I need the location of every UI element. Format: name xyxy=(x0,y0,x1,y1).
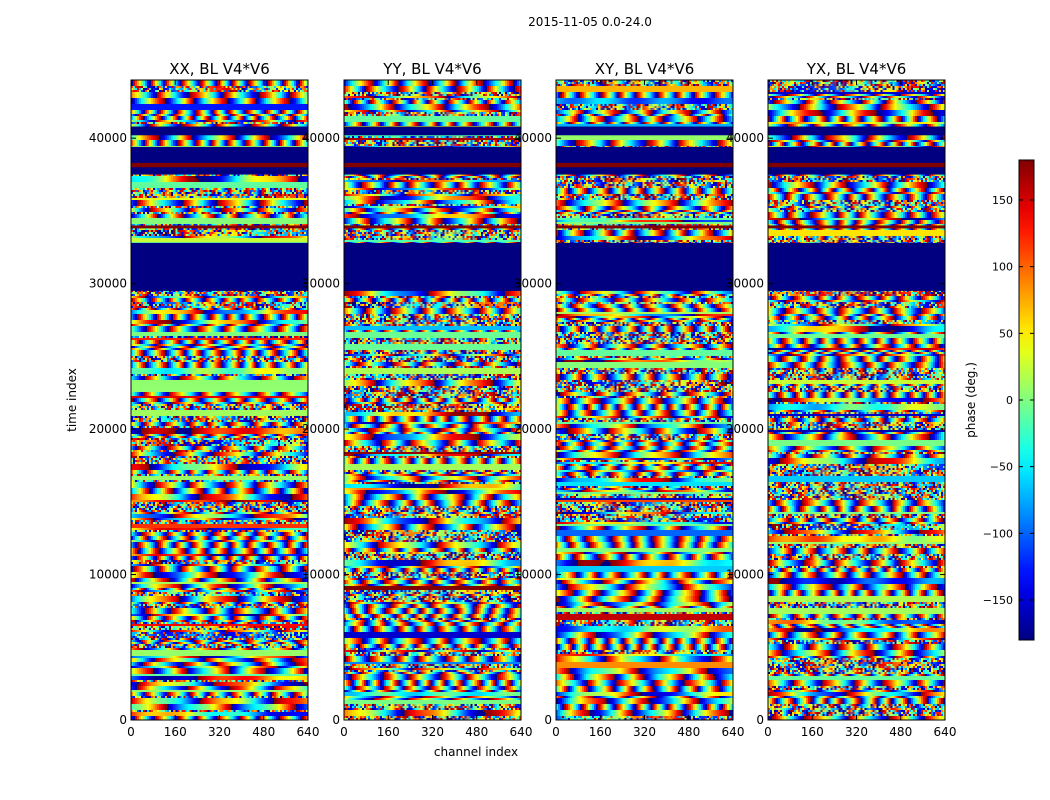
panel-title: YX, BL V4*V6 xyxy=(806,60,907,78)
colorbar-tick-label: 50 xyxy=(999,327,1013,340)
x-tick-label: 160 xyxy=(164,725,187,739)
x-tick-label: 480 xyxy=(252,725,275,739)
x-tick-label: 160 xyxy=(589,725,612,739)
colorbar-tick-label: −50 xyxy=(990,461,1013,474)
colorbar-tick-label: 150 xyxy=(992,194,1013,207)
constant-band xyxy=(131,146,308,175)
constant-band xyxy=(556,146,733,175)
constant-band xyxy=(556,225,733,229)
heatmap-image xyxy=(344,80,521,720)
x-tick-label: 0 xyxy=(552,725,560,739)
constant-band xyxy=(131,242,308,291)
panel-1: XX, BL V4*V6 0 160 320 480 640 0 10000 20000 3000… xyxy=(89,60,320,739)
x-tick-label: 480 xyxy=(677,725,700,739)
x-tick-label: 640 xyxy=(510,725,533,739)
panel-title: YY, BL V4*V6 xyxy=(382,60,481,78)
y-tick-label: 0 xyxy=(332,713,340,727)
x-tick-label: 640 xyxy=(934,725,957,739)
y-tick-label: 30000 xyxy=(514,277,552,291)
y-tick-label: 10000 xyxy=(89,568,127,582)
heatmap-image xyxy=(131,80,308,720)
constant-band xyxy=(768,242,945,291)
colorbar-tick-label: −150 xyxy=(983,594,1013,607)
x-tick-label: 480 xyxy=(889,725,912,739)
x-tick-label: 0 xyxy=(764,725,772,739)
y-tick-label: 10000 xyxy=(726,568,764,582)
x-tick-label: 0 xyxy=(127,725,135,739)
x-tick-label: 320 xyxy=(208,725,231,739)
colorbar: −150 −100 −50 0 50 100 150 xyxy=(983,159,1035,641)
y-tick-label: 30000 xyxy=(89,277,127,291)
x-tick-label: 160 xyxy=(377,725,400,739)
x-tick-label: 320 xyxy=(421,725,444,739)
y-tick-label: 40000 xyxy=(514,131,552,145)
y-tick-label: 0 xyxy=(119,713,127,727)
y-tick-label: 20000 xyxy=(302,422,340,436)
constant-band xyxy=(131,162,308,168)
x-tick-label: 320 xyxy=(633,725,656,739)
constant-band xyxy=(768,126,945,136)
y-tick-label: 40000 xyxy=(89,131,127,145)
y-tick-label: 10000 xyxy=(302,568,340,582)
constant-band xyxy=(768,146,945,175)
constant-band xyxy=(344,242,521,291)
colorbar-label: phase (deg.) xyxy=(964,362,978,438)
constant-band xyxy=(556,126,733,136)
panels: XX, BL V4*V6 0 160 320 480 640 0 10000 20000 3000… xyxy=(89,60,957,739)
panel-title: XY, BL V4*V6 xyxy=(595,60,695,78)
colorbar-tick-label: 100 xyxy=(992,261,1013,274)
constant-band xyxy=(556,242,733,291)
constant-band xyxy=(344,162,521,168)
y-axis-label: time index xyxy=(65,368,79,432)
x-tick-label: 320 xyxy=(845,725,868,739)
constant-band xyxy=(131,126,308,136)
y-tick-label: 0 xyxy=(544,713,552,727)
constant-band xyxy=(768,162,945,168)
heatmap-image xyxy=(768,80,945,720)
y-tick-label: 10000 xyxy=(514,568,552,582)
constant-band xyxy=(768,225,945,229)
constant-band xyxy=(344,126,521,136)
panel-title: XX, BL V4*V6 xyxy=(169,60,270,78)
y-tick-label: 30000 xyxy=(302,277,340,291)
figure-title: 2015-11-05 0.0-24.0 xyxy=(528,15,652,29)
x-tick-label: 160 xyxy=(801,725,824,739)
heatmap-image xyxy=(556,80,733,720)
constant-band xyxy=(344,225,521,229)
y-tick-label: 20000 xyxy=(514,422,552,436)
constant-band xyxy=(131,225,308,229)
panel-2: YY, BL V4*V6 0 160 320 480 640 0 10000 20000 3000… xyxy=(302,60,533,739)
x-axis-label: channel index xyxy=(434,745,518,759)
constant-band xyxy=(344,146,521,175)
y-tick-label: 40000 xyxy=(726,131,764,145)
y-tick-label: 20000 xyxy=(726,422,764,436)
panel-4: YX, BL V4*V6 0 160 320 480 640 0 10000 20000 3000… xyxy=(726,60,957,739)
colorbar-tick-label: 0 xyxy=(1006,394,1013,407)
y-tick-label: 40000 xyxy=(302,131,340,145)
x-tick-label: 480 xyxy=(465,725,488,739)
y-tick-label: 30000 xyxy=(726,277,764,291)
y-tick-label: 0 xyxy=(756,713,764,727)
x-tick-label: 640 xyxy=(722,725,745,739)
x-tick-label: 0 xyxy=(340,725,348,739)
colorbar-tick-label: −100 xyxy=(983,527,1013,540)
y-tick-label: 20000 xyxy=(89,422,127,436)
panel-3: XY, BL V4*V6 0 160 320 480 640 0 10000 20000 3000… xyxy=(514,60,745,739)
constant-band xyxy=(556,162,733,168)
x-tick-label: 640 xyxy=(297,725,320,739)
